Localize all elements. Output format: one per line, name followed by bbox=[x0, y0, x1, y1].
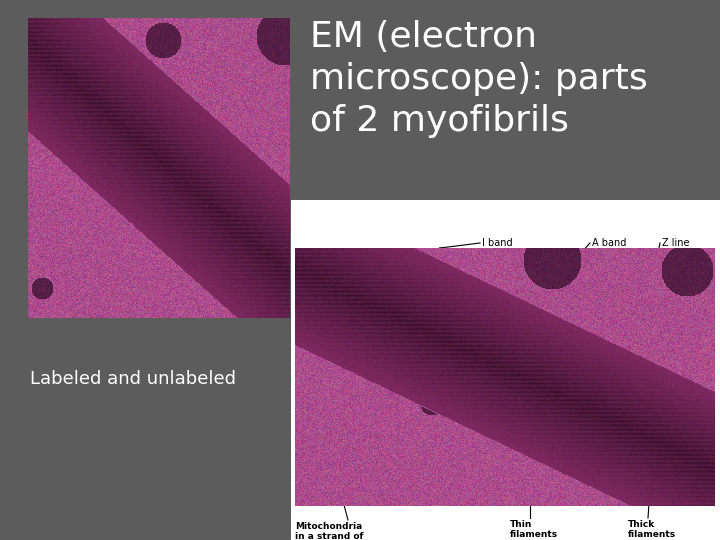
Text: Z line: Z line bbox=[662, 238, 690, 248]
Text: Thick
filaments: Thick filaments bbox=[628, 520, 676, 539]
Text: EM (electron
microscope): parts
of 2 myofibrils: EM (electron microscope): parts of 2 myo… bbox=[310, 20, 648, 138]
Bar bbox=[291, 0, 720, 200]
Text: Labeled and unlabeled: Labeled and unlabeled bbox=[30, 370, 236, 388]
Text: A band: A band bbox=[592, 238, 626, 248]
Bar bbox=[291, 0, 720, 540]
Text: Thin
filaments: Thin filaments bbox=[510, 520, 558, 539]
Text: I band: I band bbox=[482, 238, 513, 248]
Text: Mitochondria
in a strand of
cytoplasm: Mitochondria in a strand of cytoplasm bbox=[295, 522, 364, 540]
